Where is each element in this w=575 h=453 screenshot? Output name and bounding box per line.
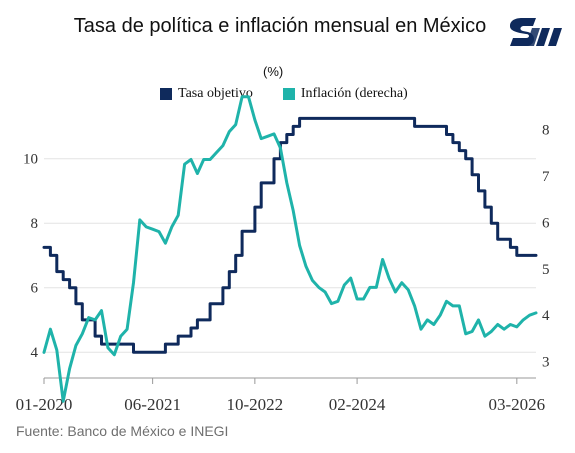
chart-source: Fuente: Banco de México e INEGI bbox=[16, 423, 229, 439]
series-line-inflacion bbox=[42, 95, 538, 403]
x-tick-label: 03-2026 bbox=[488, 395, 545, 414]
legend-swatch-tasa bbox=[160, 88, 172, 100]
y-right-tick-label: 5 bbox=[542, 262, 550, 278]
y-right-tick-label: 7 bbox=[542, 169, 550, 185]
legend-item-tasa: Tasa objetivo bbox=[160, 86, 253, 102]
chart-title: Tasa de política e inflación mensual en … bbox=[73, 15, 487, 37]
y-right-tick-label: 4 bbox=[542, 308, 550, 324]
y-right-tick-label: 3 bbox=[542, 355, 550, 371]
x-tick-label: 01-2020 bbox=[16, 395, 73, 414]
legend-item-inflacion: Inflación (derecha) bbox=[282, 86, 408, 102]
y-right-tick-label: 8 bbox=[542, 122, 550, 138]
x-tick-label: 06-2021 bbox=[124, 395, 181, 414]
y-left-tick-label: 8 bbox=[31, 216, 39, 232]
chart-unit: (%) bbox=[263, 64, 284, 79]
legend-swatch-inflacion bbox=[282, 88, 295, 100]
chart-legend: Tasa objetivo Inflación (derecha) bbox=[160, 86, 430, 102]
y-left-tick-label: 4 bbox=[31, 345, 39, 361]
x-tick-label: 10-2022 bbox=[227, 395, 284, 414]
y-right-tick-label: 6 bbox=[542, 215, 550, 231]
x-tick-label: 02-2024 bbox=[329, 395, 386, 414]
y-left-tick-label: 6 bbox=[31, 281, 39, 297]
y-left-tick-label: 10 bbox=[23, 152, 38, 168]
banxico-logo-icon bbox=[510, 18, 562, 46]
legend-label-inflacion: Inflación (derecha) bbox=[300, 86, 408, 101]
series-line-tasa-objetivo bbox=[42, 116, 538, 354]
legend-label-tasa: Tasa objetivo bbox=[178, 86, 253, 101]
